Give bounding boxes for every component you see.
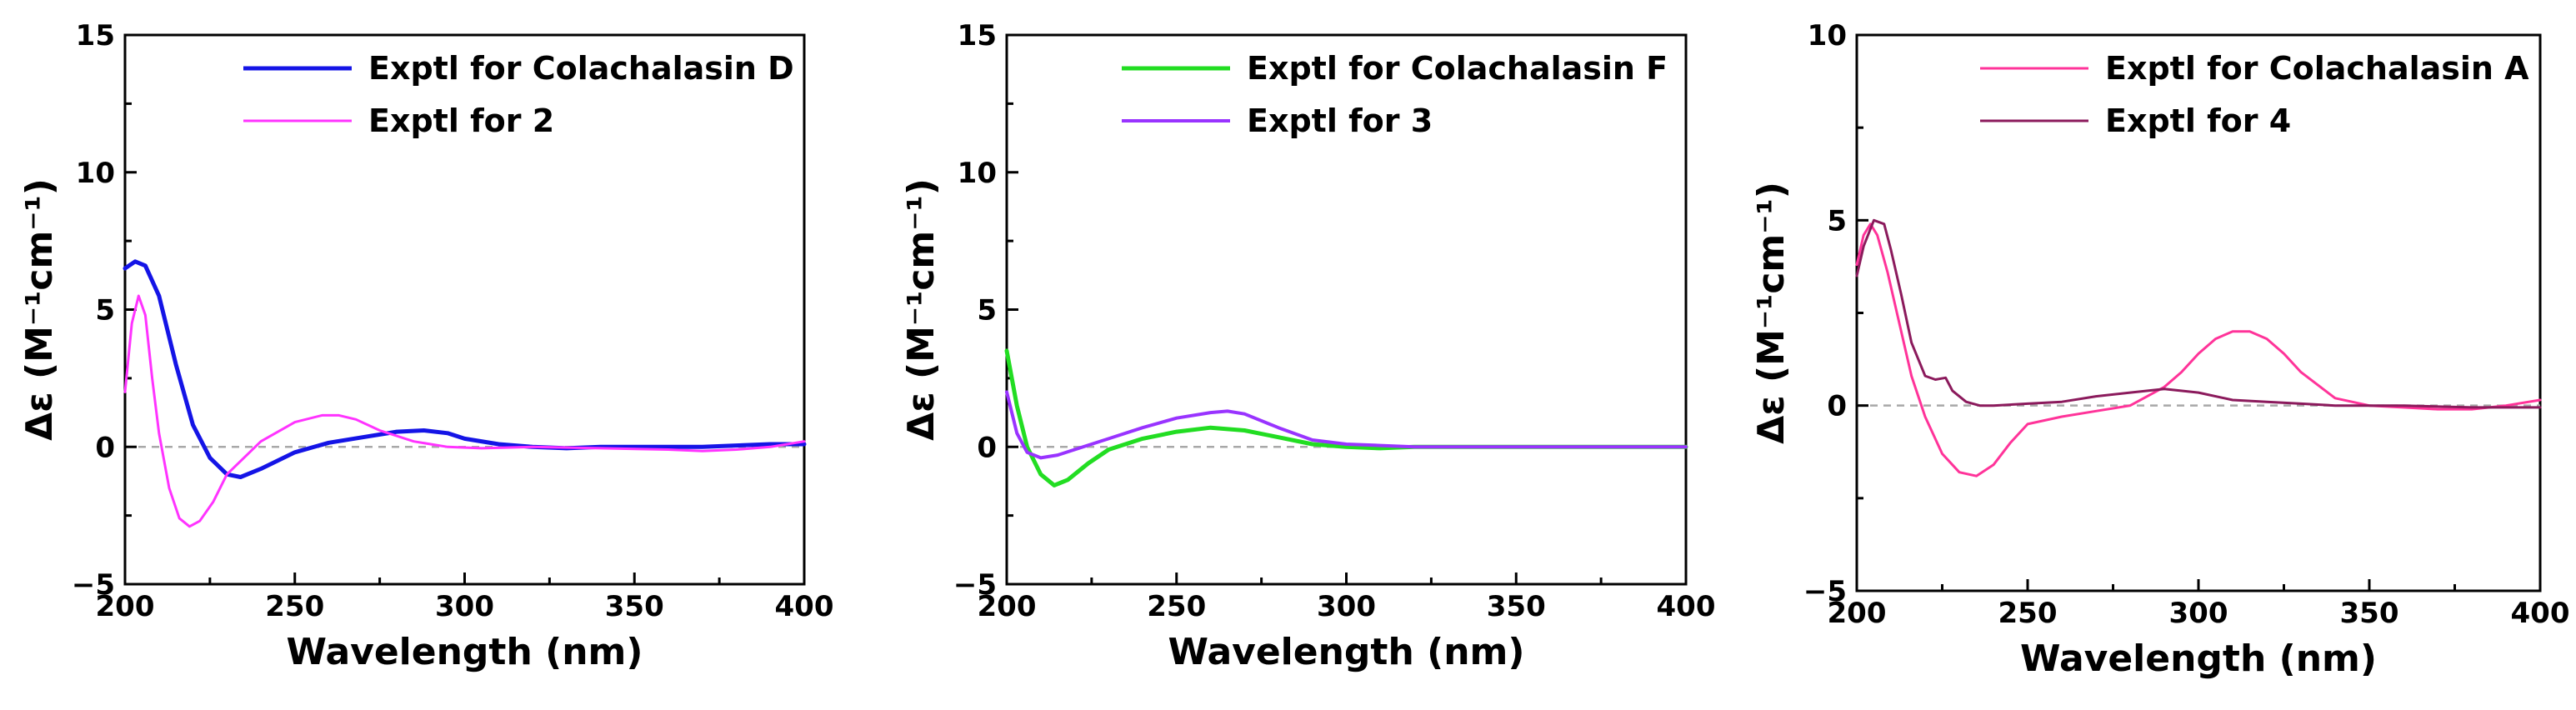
y-tick-label: 5 [95,294,115,328]
x-tick-label: 350 [2340,597,2399,630]
chart-panel-colachalasin-d: 200 250 300 350 400 −5 0 5 10 15 Exptl f… [18,19,833,673]
series-line-compound-3 [1005,390,1688,460]
series-line-colachalasin-a [1855,222,2542,478]
y-tick-label: 10 [958,157,997,190]
series-line-compound-4 [1855,218,2542,409]
y-tick-label: 0 [95,431,115,464]
x-tick-label: 300 [2169,597,2228,630]
y-tick-label: 15 [958,19,997,52]
legend-label-colachalasin-d: Exptl for Colachalasin D [368,50,794,87]
x-tick-label: 200 [978,590,1037,623]
x-axis-title: Wavelength (nm) [2020,638,2377,680]
x-axis-title: Wavelength (nm) [287,631,643,673]
legend-label-compound-2: Exptl for 2 [368,102,554,139]
y-tick-label: −5 [72,568,115,602]
y-axis-title: Δε (M⁻¹cm⁻¹) [900,178,943,441]
x-tick-label: 250 [265,590,324,623]
x-tick-label: 400 [1657,590,1716,623]
x-tick-label: 400 [2511,597,2570,630]
x-tick-label: 250 [1147,590,1206,623]
x-tick-label: 250 [1998,597,2058,630]
series-line-compound-2 [123,294,806,528]
x-tick-label: 300 [1317,590,1376,623]
x-tick-label: 350 [1487,590,1546,623]
x-tick-label: 350 [605,590,664,623]
y-tick-label: 15 [76,19,115,52]
x-tick-label: 300 [435,590,494,623]
y-tick-label: −5 [1803,575,1847,608]
x-tick-label: 200 [1828,597,1887,630]
y-tick-label: 10 [76,157,115,190]
axis-ticks [123,33,806,586]
axis-ticks [1005,33,1688,586]
y-axis-title: Δε (M⁻¹cm⁻¹) [18,178,61,441]
y-tick-label: −5 [953,568,997,602]
y-axis-title: Δε (M⁻¹cm⁻¹) [1750,182,1793,444]
series-line-colachalasin-f [1004,348,1688,488]
chart-panel-colachalasin-a: 200 250 300 350 400 −5 0 5 10 Exptl for … [1750,19,2569,680]
axis-ticks [1855,33,2542,592]
y-tick-label: 10 [1808,19,1847,52]
series-line-colachalasin-d [123,259,807,479]
y-tick-label: 0 [977,431,997,464]
legend-label-colachalasin-a: Exptl for Colachalasin A [2105,50,2529,87]
y-tick-label: 5 [1827,204,1847,238]
x-axis-title: Wavelength (nm) [1168,631,1525,673]
legend-label-compound-4: Exptl for 4 [2105,102,2291,139]
x-tick-label: 400 [775,590,834,623]
y-tick-label: 5 [977,294,997,328]
chart-panel-colachalasin-f: 200 250 300 350 400 −5 0 5 10 15 Exptl f… [900,19,1715,673]
legend-label-compound-3: Exptl for 3 [1247,102,1433,139]
x-tick-label: 200 [96,590,155,623]
y-tick-label: 0 [1827,390,1847,423]
legend-label-colachalasin-f: Exptl for Colachalasin F [1247,50,1668,87]
